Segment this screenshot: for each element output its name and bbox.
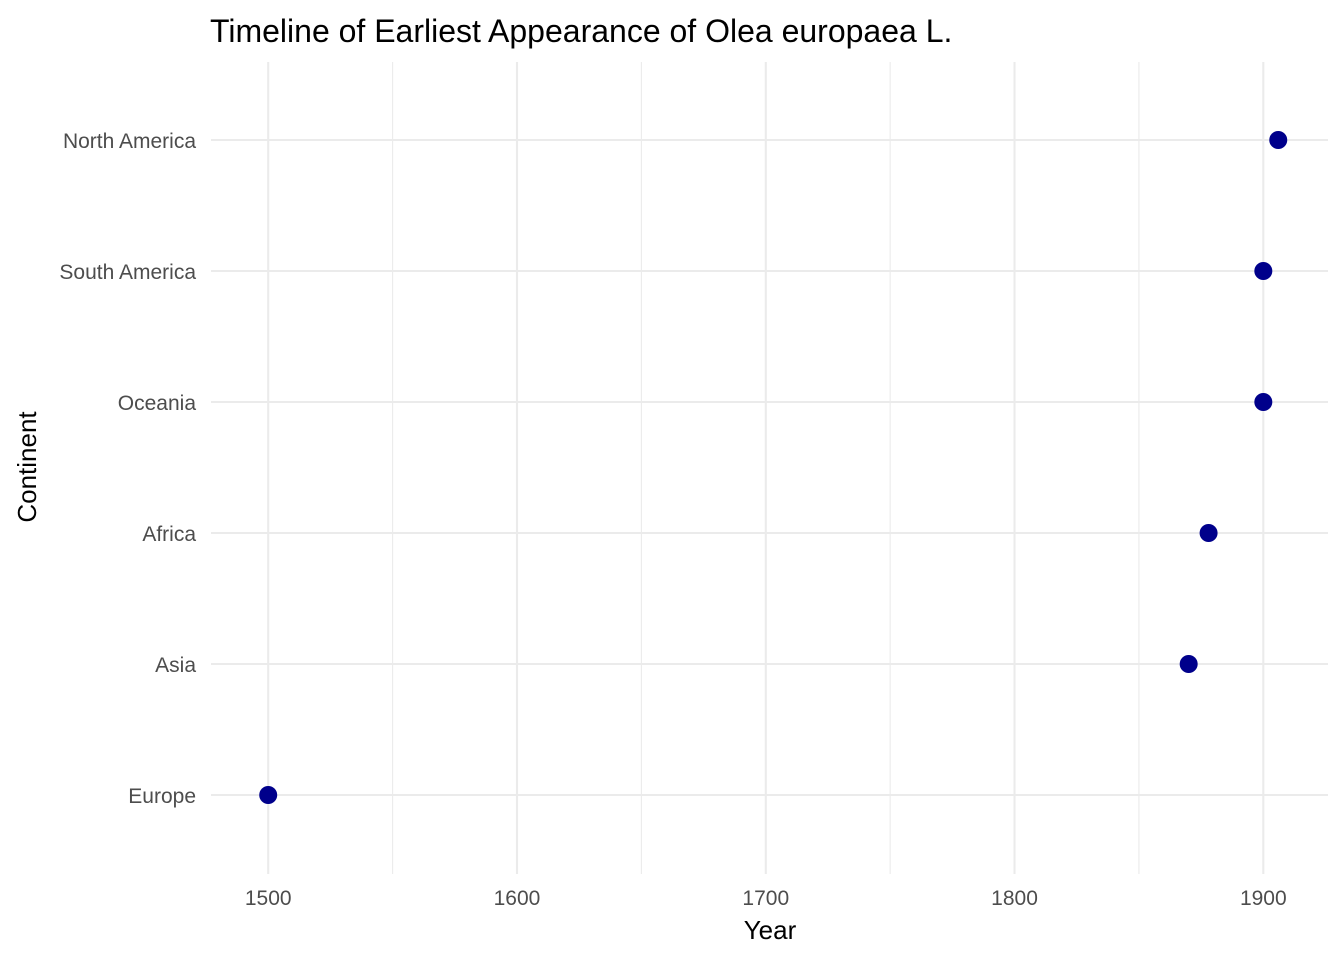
chart-title: Timeline of Earliest Appearance of Olea …: [210, 13, 952, 49]
y-tick-label-oceania: Oceania: [118, 392, 197, 415]
point-europe: [259, 786, 278, 804]
x-tick-label-1700: 1700: [742, 887, 789, 910]
x-axis-tick-labels: 1500 1600 1700 1800 1900: [245, 887, 1287, 910]
data-points: [259, 131, 1288, 804]
x-tick-label-1900: 1900: [1240, 887, 1287, 910]
minor-gridlines: [392, 62, 1140, 874]
point-africa: [1199, 524, 1218, 542]
y-tick-label-asia: Asia: [155, 654, 196, 677]
x-tick-label-1500: 1500: [245, 887, 292, 910]
y-tick-label-north-america: North America: [63, 130, 196, 153]
x-tick-label-1800: 1800: [991, 887, 1038, 910]
point-south-america: [1254, 262, 1273, 280]
major-gridlines: [211, 62, 1328, 874]
x-axis-title: Year: [744, 915, 797, 945]
point-north-america: [1269, 131, 1288, 149]
y-axis-title: Continent: [12, 411, 42, 523]
x-tick-label-1600: 1600: [494, 887, 541, 910]
point-oceania: [1254, 393, 1273, 411]
y-tick-label-europe: Europe: [128, 785, 196, 808]
y-tick-label-south-america: South America: [59, 261, 196, 284]
point-asia: [1179, 655, 1198, 673]
y-tick-label-africa: Africa: [142, 523, 196, 546]
y-axis-tick-labels: Europe Asia Africa Oceania South America Nort…: [59, 130, 196, 808]
